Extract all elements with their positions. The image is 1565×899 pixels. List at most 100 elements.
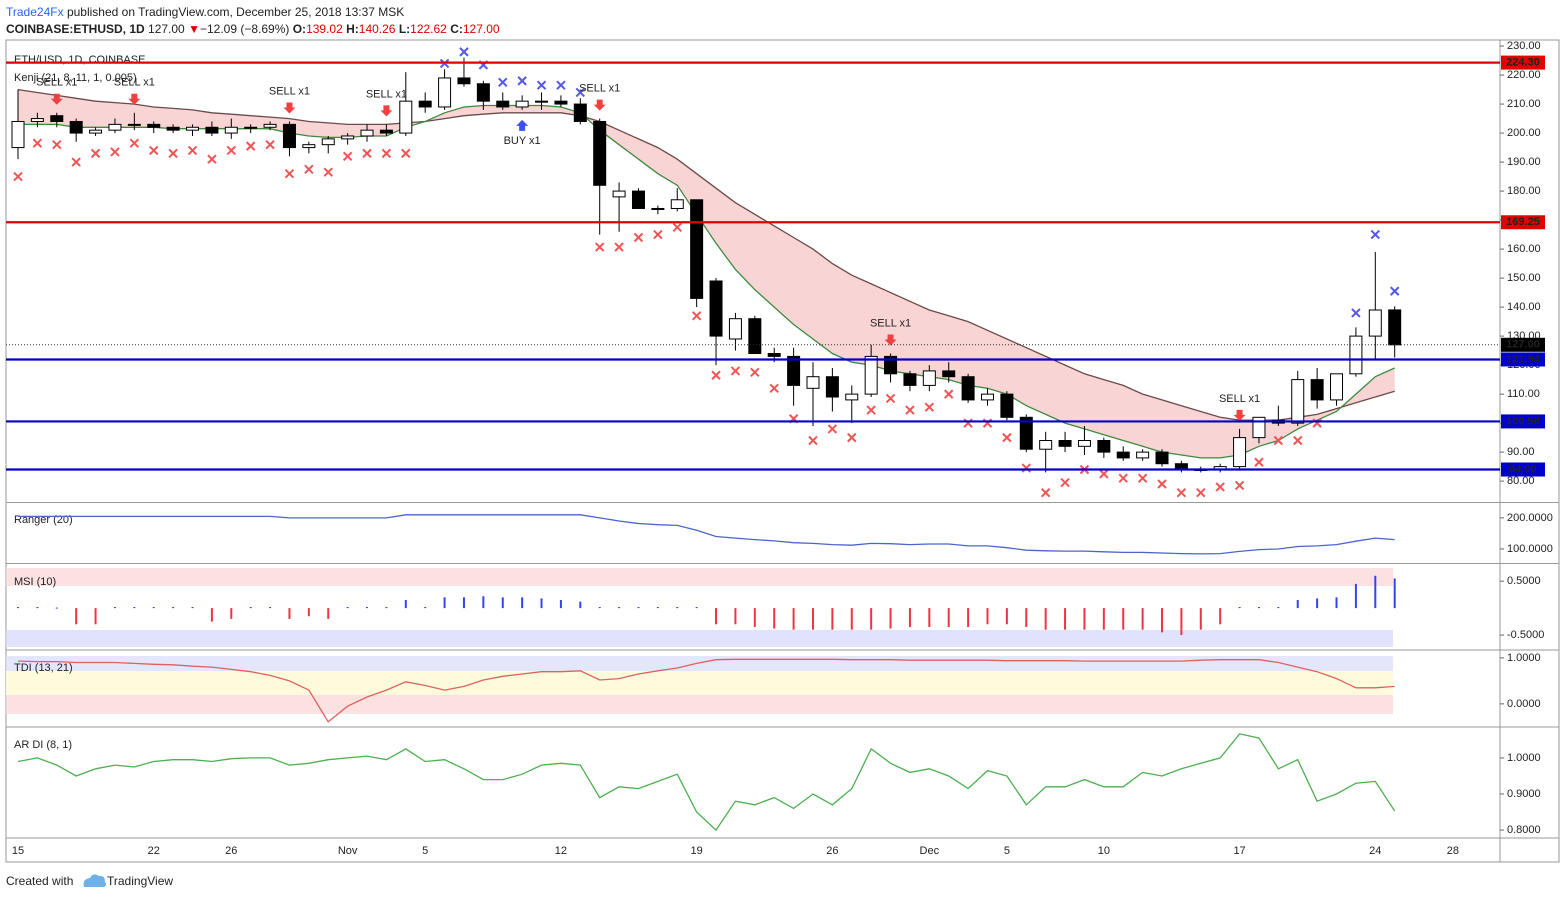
candle-body [845,393,859,401]
candle-body [1388,309,1402,346]
cross-mark [1293,435,1303,446]
candle-body [806,376,820,389]
cross-mark [284,168,295,179]
cross-mark [905,405,915,415]
y-tick-label: 1.0000 [1507,652,1541,664]
candle-body [1155,451,1169,465]
candle-body [942,370,956,378]
published: published on TradingView.com, December 2… [67,5,404,19]
brand-logo [83,874,107,887]
cross-mark [187,145,198,156]
last-price-box [1501,337,1545,352]
cross-mark [304,164,314,175]
y-tick-label: 230.00 [1507,40,1541,52]
candle-body [903,373,917,386]
y-tick-label: 0.0000 [1507,698,1541,710]
histogram-bar [210,608,213,622]
candle-body [224,126,238,134]
cloud [18,89,1395,458]
author[interactable]: Trade24Fx [6,5,64,19]
candle-body [263,123,277,128]
cross-mark [924,402,935,412]
histogram-bar [1277,607,1280,609]
histogram-bar [1161,608,1164,633]
histogram-bar [792,608,795,630]
y-tick-label: 80.00 [1507,475,1535,487]
histogram-bar [230,608,233,619]
cross-mark [672,222,682,233]
cross-mark [32,138,43,148]
candle-body [244,126,258,129]
x-tick-label: 12 [555,845,567,857]
cross-mark [265,139,275,150]
buy-label: BUY x1 [504,135,541,147]
candle-body [108,123,122,131]
footer-brand[interactable]: TradingView [107,874,173,888]
header-line: Trade24Fx published on TradingView.com, … [6,5,404,19]
histogram-bar [831,608,834,630]
histogram-bar [656,607,659,609]
y-tick-label: 200.00 [1507,127,1541,139]
cross-mark [847,432,857,443]
cross-mark [323,167,333,177]
x-tick-label: 19 [691,845,703,857]
cross-mark [110,147,120,157]
level-label: 84.00 [1509,463,1537,475]
histogram-bar [133,607,136,609]
y-tick-label: 90.00 [1507,446,1535,458]
sell-label: SELL x1 [36,77,77,89]
panel-title: Ranger (20) [14,514,73,526]
sell-label: SELL x1 [870,317,911,329]
cross-mark [730,366,741,376]
x-tick-label: 15 [12,845,24,857]
cross-mark [944,389,954,399]
histogram-bar [1083,608,1086,630]
footer-created: Created with [6,874,73,888]
histogram-bar [385,607,388,609]
last-price-label: 127.00 [1506,339,1540,351]
histogram-bar [36,607,39,609]
cross-mark [808,435,818,446]
y-tick-label: 0.5000 [1507,575,1541,587]
cross-mark [866,405,876,415]
histogram-bar [424,607,427,609]
tdi-mid-band [6,671,1393,695]
cross-mark [517,76,527,86]
cross-mark [1040,488,1051,498]
histogram-bar [676,607,679,609]
candle-body [1058,440,1072,447]
cross-mark [342,151,353,161]
main-plot: SELL x1 SELL x1 SELL x1 SELL x1 SELL x1 SELL … [11,47,1402,498]
candle-body [593,120,607,186]
msi-upper-band [6,568,1393,586]
candle-body [651,207,665,210]
histogram-bar [172,607,175,609]
y-tick-label: 180.00 [1507,185,1541,197]
ohlc-label: O: [293,22,306,36]
y-tick-label: -0.5000 [1507,629,1544,641]
candle-body [457,77,471,85]
candle-body [147,123,161,128]
level-label-box [1501,462,1545,477]
indicator-line [17,658,1395,723]
candle-body [728,318,742,340]
candle-body [884,355,898,375]
sell-label: SELL x1 [269,85,310,97]
cross-mark [556,80,566,90]
sell-arrow [593,99,606,111]
histogram-bar [947,608,950,627]
histogram-bar [579,601,582,609]
cross-mark [226,145,236,156]
histogram-bar [1141,608,1144,630]
histogram-bar [501,597,504,609]
y-tick-label: 190.00 [1507,156,1541,168]
sell-arrow [50,93,63,105]
sell-label: SELL x1 [366,88,407,100]
histogram-bar [462,597,465,609]
candle-body [1136,451,1150,459]
cross-mark [207,154,217,164]
histogram-bar [986,608,989,625]
candle-body [30,118,44,122]
histogram-bar [928,608,931,627]
cross-mark [1215,482,1225,492]
